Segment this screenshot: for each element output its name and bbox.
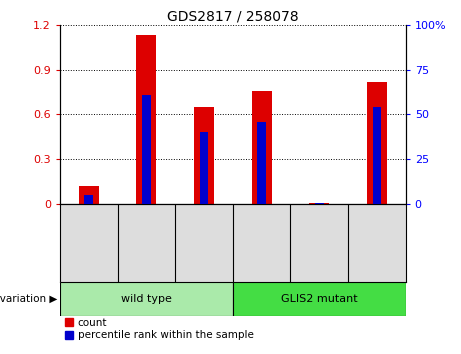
Text: GLIS2 mutant: GLIS2 mutant: [281, 294, 358, 304]
Bar: [257, 121, 266, 204]
Legend: count, percentile rank within the sample: count, percentile rank within the sample: [65, 318, 254, 340]
Bar: [84, 195, 93, 204]
Bar: [309, 202, 329, 204]
Bar: [252, 91, 272, 204]
Bar: [136, 35, 156, 204]
Bar: [367, 81, 387, 204]
Bar: [233, 282, 406, 316]
Text: wild type: wild type: [121, 294, 172, 304]
Bar: [200, 132, 208, 204]
Bar: [194, 107, 214, 204]
Bar: [79, 186, 99, 204]
Title: GDS2817 / 258078: GDS2817 / 258078: [167, 10, 299, 24]
Text: genotype/variation ▶: genotype/variation ▶: [0, 294, 57, 304]
Bar: [315, 203, 324, 204]
Bar: [372, 107, 381, 204]
Bar: [60, 282, 233, 316]
Bar: [142, 95, 151, 204]
